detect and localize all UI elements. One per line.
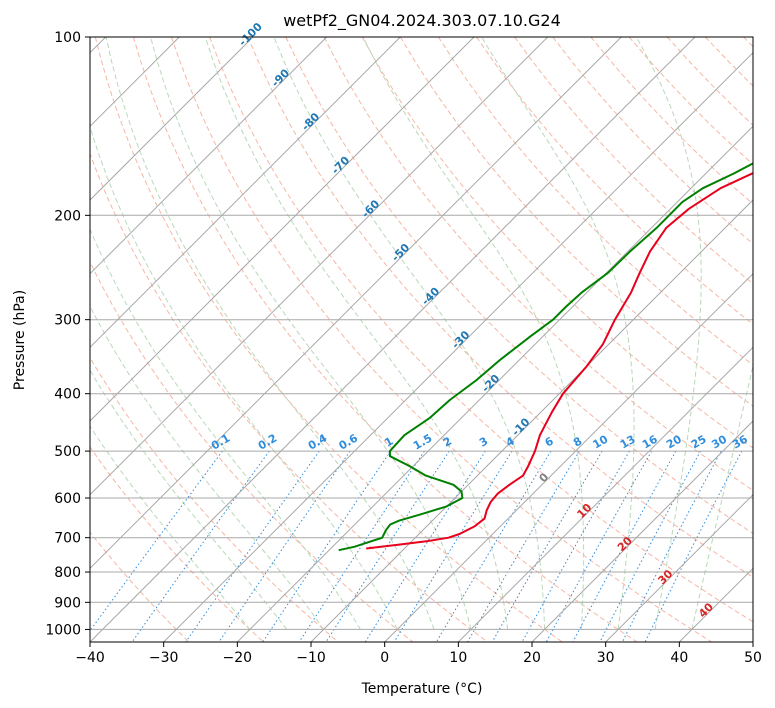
mixing-ratio-line (298, 450, 425, 642)
dry-adiabat-line (514, 37, 753, 285)
x-tick-label: 10 (449, 650, 467, 666)
dry-adiabat-line (90, 356, 339, 642)
mixing-ratio-line (491, 450, 603, 642)
isotherm-line (90, 37, 401, 349)
mixing-ratio-line (599, 450, 701, 642)
x-tick-label: −40 (75, 650, 105, 666)
y-tick-label: 1000 (45, 622, 81, 638)
dry-adiabat-line (323, 37, 753, 491)
dry-adiabat-line (90, 446, 264, 642)
dry-adiabat-line (90, 260, 414, 642)
moist-adiabat-line (273, 37, 546, 630)
mixing-ratio-line (644, 450, 743, 642)
y-tick-label: 900 (54, 595, 81, 611)
moist-adiabat-line (90, 228, 361, 630)
x-axis-ticks: −40 −30 −20 −10 0 10 20 30 40 50 (75, 642, 762, 666)
isotherm-line (457, 346, 753, 642)
isotherm-line (90, 37, 328, 275)
dry-adiabat-line (476, 37, 753, 325)
moist-adiabat-line (691, 363, 753, 630)
moist-adiabat-line (635, 37, 702, 630)
mixing-ratio-line (545, 450, 653, 642)
isotherm-line (163, 51, 753, 642)
moist-adiabat-line (90, 425, 251, 630)
y-tick-label: 300 (54, 313, 81, 329)
isotherm-line (90, 37, 696, 642)
gridlines (90, 37, 753, 642)
x-tick-label: 40 (670, 650, 688, 666)
y-tick-label: 600 (54, 491, 81, 507)
x-axis-label: Temperature (°C) (361, 681, 483, 697)
y-tick-label: 500 (54, 444, 81, 460)
x-tick-label: 20 (523, 650, 541, 666)
plot-frame (89, 36, 754, 643)
mixing-ratio-line (572, 450, 677, 642)
dry-adiabat-line (209, 37, 753, 623)
isotherm-line (605, 493, 753, 642)
y-tick-label: 700 (54, 531, 81, 547)
isotherm-line (236, 125, 753, 642)
chart-title: wetPf2_GN04.2024.303.07.10.G24 (283, 11, 561, 31)
dry-adiabat-line (399, 37, 753, 407)
x-tick-label: −30 (149, 650, 179, 666)
mixing-ratio-line (521, 450, 630, 642)
isotherm-line (310, 199, 753, 642)
isotherm-line (384, 272, 753, 642)
dry-adiabat-line (171, 37, 712, 642)
mixing-ratio-line (262, 450, 392, 642)
dry-adiabat-line (247, 37, 753, 578)
moist-adiabat-line (150, 37, 472, 630)
x-tick-label: 50 (744, 650, 762, 666)
y-tick-label: 400 (54, 387, 81, 403)
mixing-ratio-line (185, 450, 320, 642)
dry-adiabat-line (90, 152, 488, 642)
x-tick-label: −10 (296, 650, 326, 666)
moist-adiabat-line (362, 37, 585, 630)
x-tick-label: 30 (597, 650, 615, 666)
isotherm-line (531, 420, 753, 642)
dry-adiabat-line (132, 37, 638, 642)
isotherm-line (90, 37, 622, 570)
dewpoint-line (338, 162, 753, 552)
isotherm-line (90, 37, 549, 496)
dry-adiabat-line (94, 37, 563, 642)
y-tick-label: 800 (54, 565, 81, 581)
mixing-ratio-line (218, 450, 351, 642)
isotherm-line (90, 37, 254, 201)
x-tick-label: 0 (380, 650, 389, 666)
moist-adiabat-line (481, 37, 635, 630)
moist-adiabat-line (90, 369, 288, 630)
mixing-ratio-line (621, 450, 722, 642)
dry-adiabat-line (90, 531, 190, 642)
temperature-line (366, 172, 753, 550)
y-axis-label: Pressure (hPa) (12, 290, 28, 390)
y-axis-ticks: 100 200 300 400 500 600 700 800 900 1000 (45, 30, 90, 638)
y-tick-label: 200 (54, 208, 81, 224)
x-tick-label: −20 (223, 650, 253, 666)
dry-adiabat-line (285, 37, 753, 535)
dry-adiabat-line (437, 37, 753, 366)
moist-adiabat-line (90, 125, 398, 630)
moist-adiabat-line (105, 37, 435, 630)
y-tick-label: 100 (54, 30, 81, 46)
sounding-series (338, 162, 753, 552)
isotherm-line (90, 37, 475, 422)
mixing-ratio-line (90, 450, 223, 632)
